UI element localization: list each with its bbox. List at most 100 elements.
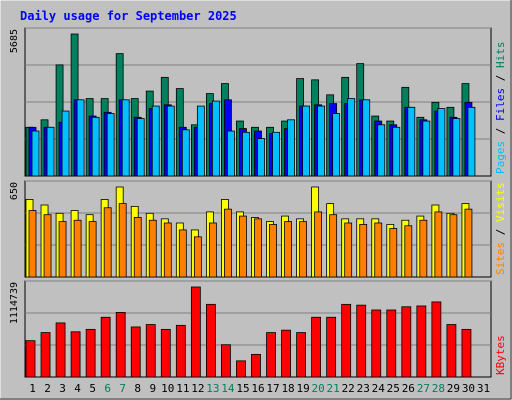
bar-sites-day-18 (284, 221, 292, 278)
day-label: 8 (134, 382, 141, 395)
bar-kbytes-day-13 (205, 303, 216, 378)
day-label: 11 (176, 382, 189, 395)
bar-sites-day-30 (464, 208, 473, 278)
bar-kbytes-day-4 (70, 331, 81, 378)
bar-sites-day-2 (43, 214, 52, 278)
bar-pages-day-8 (136, 118, 145, 177)
bar-sites-day-4 (73, 219, 82, 278)
bar-pages-day-24 (377, 124, 386, 177)
bar-pages-day-23 (362, 99, 371, 177)
bar-pages-day-26 (407, 106, 416, 177)
panel-max-label: 1114739 (9, 282, 20, 324)
bar-pages-day-22 (347, 98, 356, 177)
panel-max-label: 650 (9, 182, 20, 200)
bar-kbytes-day-21 (326, 316, 337, 378)
bar-pages-day-19 (302, 105, 310, 177)
bar-kbytes-day-12 (190, 286, 201, 378)
day-label: 18 (281, 382, 294, 395)
bar-sites-day-23 (359, 223, 368, 278)
bar-kbytes-day-1 (25, 340, 36, 378)
day-label: 31 (477, 382, 490, 395)
bar-kbytes-day-18 (281, 329, 291, 378)
bar-sites-day-6 (103, 207, 112, 278)
bar-pages-day-18 (287, 119, 295, 177)
bar-sites-day-16 (254, 218, 262, 278)
bar-sites-day-21 (329, 214, 338, 278)
bar-kbytes-day-5 (85, 328, 96, 378)
day-label: 28 (432, 382, 445, 395)
bar-sites-day-1 (28, 210, 37, 278)
day-label: 7 (119, 382, 126, 395)
day-label: 10 (161, 382, 174, 395)
bar-pages-day-14 (227, 130, 235, 177)
bar-pages-day-25 (392, 126, 401, 177)
bar-pages-day-6 (106, 113, 115, 177)
legend-entry: Files (494, 88, 507, 121)
legend-entry: KBytes (494, 335, 507, 375)
series-kbytes (25, 286, 472, 378)
bar-kbytes-day-19 (296, 332, 306, 378)
day-label: 19 (296, 382, 309, 395)
bar-kbytes-day-7 (115, 312, 126, 378)
bar-pages-day-5 (91, 116, 100, 177)
legend-entry: Sites (494, 242, 507, 275)
bar-pages-day-10 (166, 105, 175, 177)
bar-sites-day-13 (208, 222, 217, 278)
bar-kbytes-day-20 (311, 316, 322, 378)
bar-kbytes-day-17 (266, 332, 276, 378)
day-label: 22 (342, 382, 355, 395)
bar-pages-day-3 (61, 110, 70, 177)
bar-pages-day-1 (31, 130, 40, 177)
bar-kbytes-day-30 (461, 328, 472, 378)
bar-pages-day-21 (332, 113, 341, 177)
bar-pages-day-9 (151, 105, 160, 177)
day-label: 15 (236, 382, 249, 395)
bar-kbytes-day-14 (221, 344, 231, 378)
bar-sites-day-3 (58, 221, 67, 278)
bar-sites-day-14 (224, 208, 232, 278)
series-sites (28, 203, 473, 278)
panel-legend: Pages / Files / Hits (494, 42, 507, 175)
bar-pages-day-30 (467, 106, 476, 177)
bar-pages-day-2 (46, 126, 55, 177)
bar-sites-day-8 (133, 217, 142, 278)
day-label: 14 (221, 382, 235, 395)
bar-pages-day-28 (437, 108, 446, 177)
panel-legend: KBytes (494, 335, 507, 375)
bar-kbytes-day-9 (145, 324, 156, 378)
legend-entry: Pages (494, 141, 507, 174)
bar-kbytes-day-6 (100, 316, 111, 378)
day-label: 3 (59, 382, 66, 395)
bar-kbytes-day-16 (251, 353, 261, 378)
bar-sites-day-27 (419, 219, 428, 278)
panel-max-label: 5685 (9, 29, 20, 53)
legend-entry: / (494, 121, 507, 141)
bar-pages-day-7 (121, 99, 130, 177)
bar-kbytes-day-10 (160, 328, 171, 378)
day-label: 13 (206, 382, 219, 395)
day-label: 29 (447, 382, 460, 395)
day-label: 27 (417, 382, 430, 395)
bar-pages-day-4 (76, 99, 85, 177)
panel-2: 650 Sites / Visits (9, 180, 507, 278)
day-label: 16 (251, 382, 264, 395)
panels-group: 5685 Pages / Files / Hits 650 Sites / Visit… (9, 27, 507, 378)
panel-1: 5685 Pages / Files / Hits (9, 27, 507, 177)
bar-kbytes-day-27 (416, 305, 427, 378)
legend-entry: Hits (494, 42, 507, 69)
bar-pages-day-15 (242, 131, 250, 177)
bar-kbytes-day-2 (40, 332, 51, 378)
day-label: 30 (462, 382, 475, 395)
series-pages (31, 98, 476, 177)
bar-kbytes-day-28 (431, 301, 442, 378)
bar-pages-day-20 (317, 105, 326, 177)
bar-kbytes-day-29 (446, 324, 457, 378)
bar-pages-day-29 (452, 118, 461, 177)
bar-kbytes-day-25 (386, 309, 397, 378)
bar-sites-day-29 (449, 214, 458, 278)
bar-sites-day-7 (118, 203, 127, 278)
bar-kbytes-day-24 (371, 309, 382, 378)
day-label: 6 (104, 382, 111, 395)
bar-kbytes-day-8 (130, 326, 141, 378)
chart-title: Daily usage for September 2025 (20, 9, 237, 23)
